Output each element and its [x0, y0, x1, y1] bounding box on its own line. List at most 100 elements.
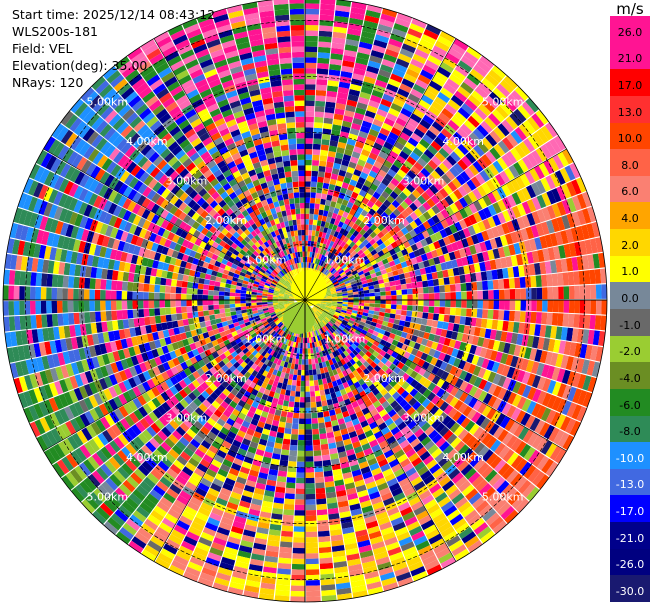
- ppi-cell: [277, 568, 291, 575]
- ppi-cell: [310, 396, 316, 403]
- ppi-cell: [320, 248, 325, 255]
- ppi-cell: [438, 162, 449, 174]
- ppi-cell: [395, 238, 403, 246]
- ppi-cell: [187, 312, 194, 319]
- ppi-cell: [366, 278, 373, 283]
- ppi-cell: [547, 338, 556, 352]
- ppi-cell: [539, 262, 547, 275]
- ppi-cell: [319, 266, 324, 272]
- ppi-cell: [364, 293, 370, 297]
- ppi-cell: [601, 284, 607, 299]
- ppi-cell: [343, 115, 354, 123]
- ppi-cell: [291, 563, 305, 570]
- ppi-cell: [438, 238, 446, 248]
- ppi-cell: [534, 349, 543, 362]
- ppi-cell: [229, 296, 235, 300]
- ppi-cell: [390, 241, 399, 249]
- ppi-cell: [417, 287, 424, 294]
- ppi-cell: [431, 214, 441, 224]
- ppi-cell: [329, 247, 335, 254]
- ppi-cell: [479, 241, 488, 252]
- ppi-cell: [511, 205, 522, 219]
- ppi-cell: [421, 318, 428, 326]
- ppi-cell: [388, 260, 396, 267]
- ppi-cell: [579, 300, 586, 314]
- ppi-cell: [424, 163, 435, 174]
- ppi-cell: [375, 296, 381, 300]
- ppi-cell: [555, 326, 563, 340]
- ppi-cell: [346, 201, 354, 209]
- ppi-cell: [363, 289, 370, 294]
- ppi-cell: [410, 113, 422, 124]
- ppi-cell: [363, 258, 371, 265]
- ppi-cell: [343, 49, 357, 58]
- ppi-cell: [305, 423, 312, 430]
- ppi-cell: [283, 433, 291, 440]
- ppi-cell: [366, 252, 373, 259]
- ppi-cell: [413, 199, 422, 208]
- info-panel: Start time: 2025/12/14 08:43:12 WLS200s-…: [12, 6, 215, 91]
- ppi-cell: [476, 185, 487, 197]
- field-text: Field: VEL: [12, 41, 73, 56]
- ppi-cell: [256, 300, 262, 303]
- ppi-cell: [457, 143, 469, 156]
- ppi-cell: [502, 137, 514, 151]
- ppi-cell: [518, 265, 525, 277]
- ppi-cell: [313, 138, 322, 145]
- ppi-cell: [345, 171, 353, 179]
- ppi-cell: [535, 109, 549, 125]
- ppi-cell: [469, 132, 481, 145]
- ppi-cell: [392, 270, 399, 276]
- ppi-cell: [560, 354, 569, 369]
- ppi-cell: [505, 233, 514, 245]
- ppi-cell: [449, 284, 456, 292]
- ppi-cell: [344, 110, 355, 118]
- ppi-cell: [176, 280, 183, 287]
- ppi-cell: [330, 47, 344, 55]
- ppi-cell: [524, 347, 532, 360]
- ppi-cell: [536, 287, 543, 300]
- ppi-cell: [298, 359, 302, 365]
- ppi-cell: [164, 300, 171, 308]
- ppi-cell: [477, 300, 484, 309]
- ppi-cell: [245, 300, 252, 304]
- ppi-cell: [295, 499, 305, 505]
- ppi-cell: [370, 259, 377, 266]
- ppi-cell: [450, 115, 464, 128]
- ppi-cell: [514, 277, 521, 289]
- ppi-cell: [384, 251, 392, 259]
- ppi-cell: [400, 315, 407, 321]
- ppi-cell: [373, 284, 380, 289]
- ppi-cell: [218, 295, 225, 300]
- ppi-cell: [486, 270, 493, 281]
- ppi-cell: [326, 161, 334, 168]
- ppi-cell: [387, 168, 397, 178]
- ppi-cell: [564, 165, 576, 181]
- ppi-cell: [539, 324, 547, 338]
- ppi-cell: [208, 290, 214, 296]
- ppi-cell: [278, 393, 285, 401]
- ppi-cell: [397, 325, 404, 332]
- ppi-cell: [337, 86, 350, 95]
- ppi-cell: [571, 257, 579, 271]
- ppi-cell: [449, 166, 460, 178]
- ppi-cell: [314, 203, 320, 210]
- ppi-cell: [305, 154, 313, 160]
- ppi-cell: [121, 300, 128, 310]
- ppi-cell: [319, 204, 325, 211]
- ppi-cell: [354, 275, 361, 281]
- ppi-cell: [361, 315, 368, 320]
- ppi-cell: [448, 315, 456, 324]
- ppi-cell: [321, 267, 326, 273]
- ppi-cell: [159, 307, 166, 316]
- ppi-cell: [366, 175, 375, 183]
- ppi-cell: [197, 311, 204, 317]
- ppi-cell: [315, 100, 326, 107]
- ppi-cell: [309, 203, 315, 209]
- ppi-cell: [447, 268, 455, 277]
- ppi-cell: [181, 306, 187, 313]
- ppi-cell: [305, 213, 310, 220]
- ppi-cell: [443, 314, 450, 323]
- ppi-cell: [165, 285, 171, 293]
- ppi-cell: [381, 258, 389, 265]
